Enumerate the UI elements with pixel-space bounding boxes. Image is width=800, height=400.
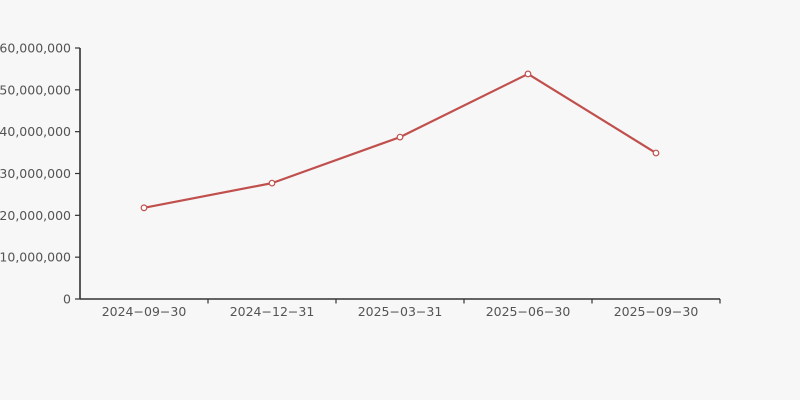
x-tick-label: 2025−06−30 <box>486 304 571 319</box>
y-tick-label: 30,000,000 <box>0 166 71 181</box>
x-tick-label: 2024−09−30 <box>102 304 187 319</box>
y-tick-label: 20,000,000 <box>0 208 71 223</box>
y-tick-label: 50,000,000 <box>0 82 71 97</box>
y-tick-label: 40,000,000 <box>0 124 71 139</box>
data-point-marker <box>140 204 148 212</box>
y-tick-label: 0 <box>63 292 71 307</box>
x-tick-label: 2025−03−31 <box>358 304 443 319</box>
data-point-marker <box>652 149 660 157</box>
data-point-marker <box>396 133 404 141</box>
x-tick-label: 2025−09−30 <box>614 304 699 319</box>
y-tick-label: 10,000,000 <box>0 250 71 265</box>
y-tick-label: 60,000,000 <box>0 41 71 56</box>
x-tick-label: 2024−12−31 <box>230 304 315 319</box>
data-point-marker <box>524 70 532 78</box>
data-point-marker <box>268 179 276 187</box>
